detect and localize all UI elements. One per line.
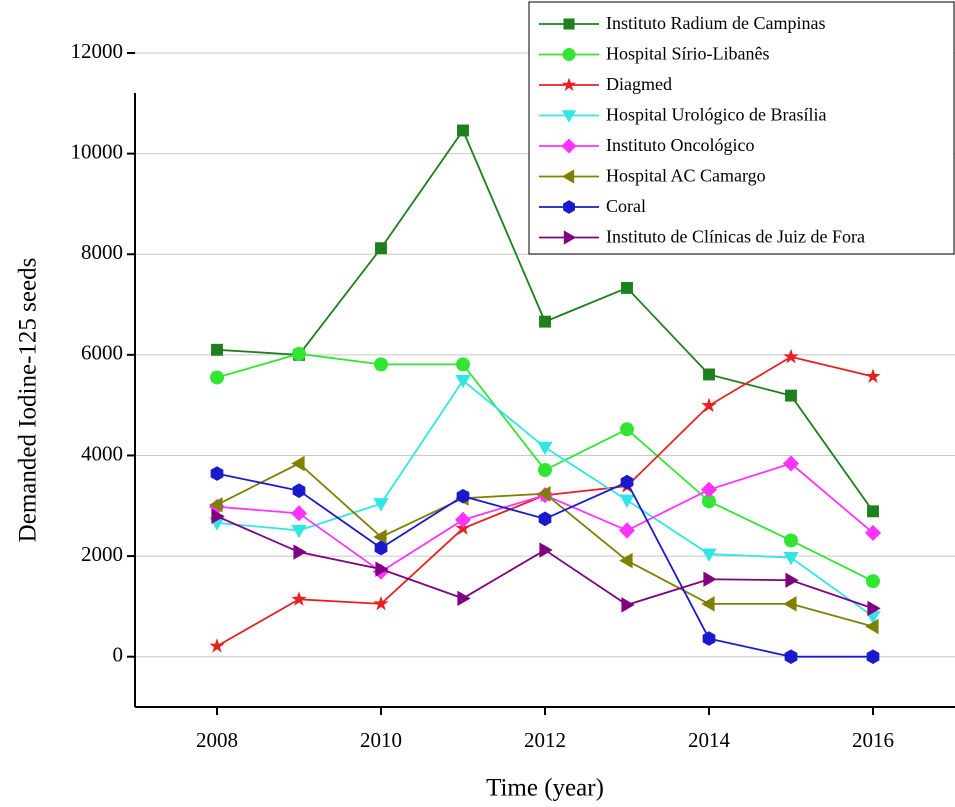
legend-label: Instituto Radium de Campinas [606, 13, 825, 33]
marker [538, 463, 552, 478]
marker [375, 561, 389, 577]
marker [538, 511, 552, 527]
marker [561, 110, 577, 123]
marker [563, 18, 575, 30]
marker [561, 169, 575, 184]
marker [211, 343, 223, 356]
marker [700, 481, 718, 498]
y-tick-label: 4000 [81, 441, 123, 465]
marker [701, 548, 717, 562]
marker [703, 368, 715, 381]
marker [539, 542, 553, 558]
marker [621, 597, 635, 613]
marker [867, 600, 881, 617]
marker [865, 618, 879, 635]
marker [620, 422, 634, 437]
legend-label: Instituto Oncológico [606, 135, 754, 155]
legend-label: Hospital Sírio-Libanês [606, 44, 769, 64]
legend-label: Instituto de Clínicas de Juiz de Fora [606, 227, 865, 247]
marker [457, 590, 471, 607]
marker [457, 124, 469, 137]
marker [209, 497, 223, 513]
marker [209, 638, 225, 653]
marker [455, 374, 471, 389]
marker [784, 533, 798, 548]
y-tick-label: 12000 [71, 39, 124, 63]
marker [561, 138, 577, 154]
marker [375, 242, 387, 255]
marker [374, 357, 388, 372]
legend-label: Diagmed [606, 74, 672, 94]
marker [563, 230, 577, 245]
marker [373, 529, 387, 545]
marker [537, 441, 553, 456]
legend-label: Hospital Urológico de Brasília [606, 105, 826, 125]
marker [454, 511, 472, 528]
marker [292, 346, 306, 361]
marker [561, 77, 577, 92]
marker [864, 524, 882, 541]
marker [782, 455, 800, 472]
marker [291, 455, 305, 472]
y-tick-label: 0 [113, 643, 124, 667]
x-tick-label: 2010 [360, 728, 402, 752]
data-line [216, 515, 874, 610]
marker [702, 494, 716, 509]
y-tick-label: 6000 [81, 341, 123, 365]
x-tick-label: 2008 [196, 728, 238, 752]
marker [618, 522, 636, 539]
y-tick-label: 2000 [81, 542, 123, 566]
marker [866, 574, 880, 589]
legend-label: Hospital AC Camargo [606, 166, 766, 186]
marker [701, 397, 717, 413]
marker [292, 483, 306, 499]
x-tick-label: 2016 [852, 728, 894, 752]
marker [290, 505, 308, 522]
marker [783, 348, 799, 364]
marker [865, 368, 881, 383]
marker [456, 357, 470, 372]
marker [703, 571, 717, 587]
legend-label: Coral [606, 196, 646, 216]
y-tick-label: 8000 [81, 240, 123, 264]
marker [373, 595, 389, 611]
marker [562, 48, 576, 61]
marker [210, 370, 224, 385]
y-axis-title: Demanded Iodine-125 seeds [15, 258, 42, 543]
marker [211, 508, 225, 525]
marker [619, 552, 633, 569]
marker [702, 631, 716, 646]
marker [783, 551, 799, 566]
x-tick-label: 2012 [524, 728, 566, 752]
marker [621, 281, 633, 294]
marker [374, 540, 388, 556]
marker [373, 498, 389, 512]
y-tick-label: 10000 [71, 139, 124, 163]
marker [784, 649, 798, 665]
x-axis-title: Time (year) [486, 775, 604, 802]
marker [210, 466, 224, 481]
marker [867, 505, 879, 518]
marker [563, 200, 575, 214]
marker [291, 524, 307, 539]
marker [293, 544, 307, 560]
x-tick-label: 2014 [688, 728, 731, 752]
marker [866, 649, 880, 665]
legend-box [528, 1, 955, 255]
marker [620, 474, 634, 490]
marker [785, 389, 797, 402]
marker [539, 315, 551, 328]
marker [456, 488, 470, 504]
marker [783, 596, 797, 612]
marker [619, 494, 635, 508]
marker [701, 596, 715, 612]
marker [537, 485, 551, 502]
marker [291, 591, 307, 606]
marker [785, 572, 799, 588]
